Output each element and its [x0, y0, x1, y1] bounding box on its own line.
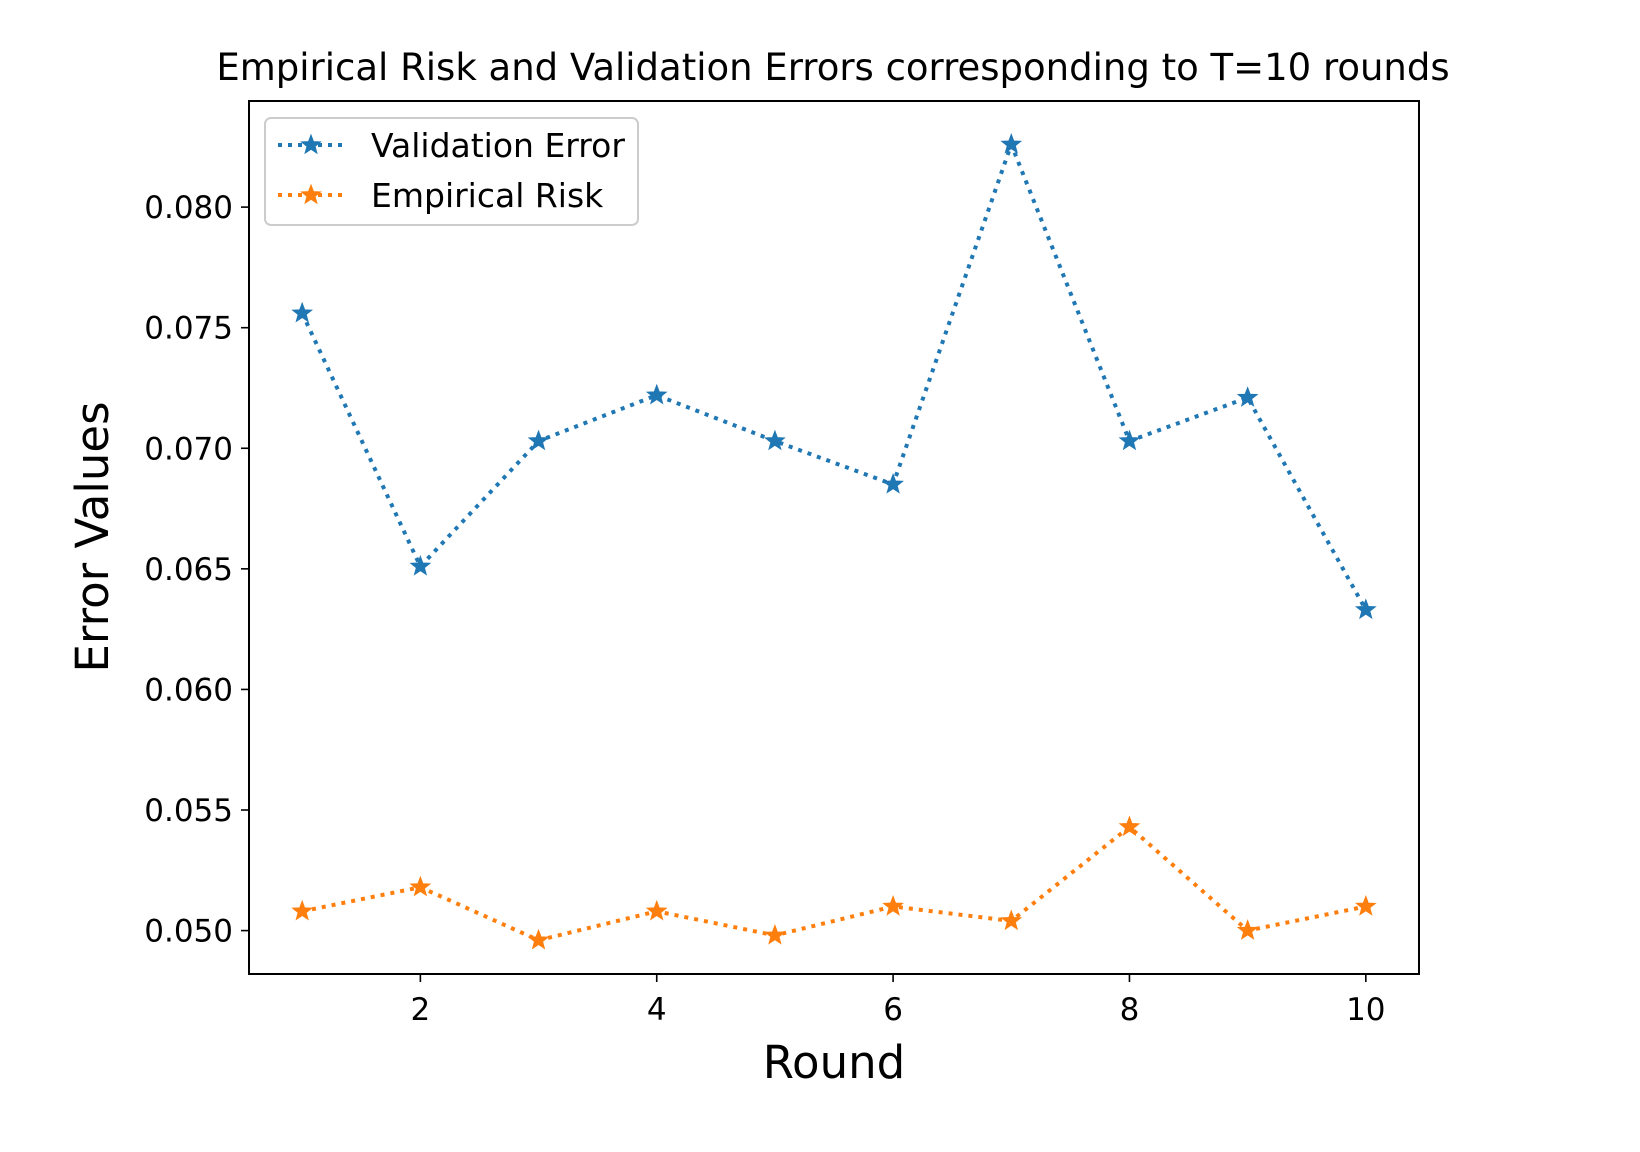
- y-tick-label: 0.055: [144, 793, 233, 829]
- x-axis-label: Round: [763, 1036, 905, 1089]
- y-axis-label: Error Values: [66, 401, 119, 672]
- empirical-risk-point: [409, 875, 432, 897]
- validation-error-point: [1000, 132, 1023, 154]
- legend-entry-validation-error: Validation Error: [278, 126, 625, 165]
- empirical-risk-point: [1354, 895, 1377, 916]
- legend-frame: [264, 117, 639, 226]
- x-tick-label: 8: [1120, 992, 1140, 1028]
- validation-error-series: [291, 132, 1377, 620]
- validation-error-point: [645, 383, 668, 405]
- empirical-risk-point: [882, 895, 904, 916]
- y-tick-label: 0.050: [144, 914, 233, 950]
- empirical-risk-series: [291, 815, 1377, 950]
- y-tick-label: 0.070: [144, 431, 233, 467]
- validation-error-point: [527, 429, 550, 451]
- y-tick-label: 0.075: [144, 311, 233, 347]
- validation-error-point: [409, 555, 432, 576]
- x-axis: 2 4 6 8 10: [410, 974, 1386, 1028]
- y-axis: 0.050 0.055 0.060 0.065 0.070 0.075 0.080: [144, 190, 249, 950]
- chart-title: Empirical Risk and Validation Errors cor…: [216, 46, 1449, 89]
- empirical-risk-point: [764, 923, 786, 945]
- legend-label: Validation Error: [371, 126, 625, 165]
- validation-error-point: [882, 473, 904, 494]
- empirical-risk-point: [1236, 919, 1259, 940]
- empirical-risk-point: [1000, 909, 1023, 931]
- empirical-risk-point: [645, 899, 668, 921]
- validation-error-line: [300, 138, 1368, 611]
- y-tick-label: 0.060: [144, 672, 233, 708]
- y-tick-label: 0.065: [144, 552, 233, 588]
- validation-error-point: [1354, 598, 1377, 620]
- x-tick-label: 4: [647, 992, 667, 1028]
- legend-star-icon: [300, 133, 322, 155]
- y-tick-label: 0.080: [144, 190, 233, 226]
- legend-entries: Validation Error Empirical Risk: [278, 126, 625, 215]
- x-tick-label: 10: [1346, 992, 1385, 1028]
- legend-star-icon: [300, 183, 322, 205]
- empirical-risk-line: [301, 824, 1367, 943]
- plot-area-frame: [248, 100, 1420, 975]
- x-tick-label: 6: [883, 992, 903, 1028]
- validation-error-point: [1118, 429, 1141, 451]
- empirical-risk-point: [291, 899, 314, 921]
- legend: Validation Error Empirical Risk: [264, 117, 639, 226]
- validation-error-point: [1236, 386, 1259, 407]
- legend-entry-empirical-risk: Empirical Risk: [278, 176, 604, 215]
- empirical-risk-point: [1118, 815, 1141, 837]
- empirical-risk-point: [527, 928, 550, 950]
- series-layer: [291, 132, 1377, 950]
- legend-label: Empirical Risk: [371, 176, 604, 215]
- x-tick-label: 2: [410, 992, 430, 1028]
- validation-error-point: [291, 301, 314, 323]
- validation-error-point: [764, 429, 786, 451]
